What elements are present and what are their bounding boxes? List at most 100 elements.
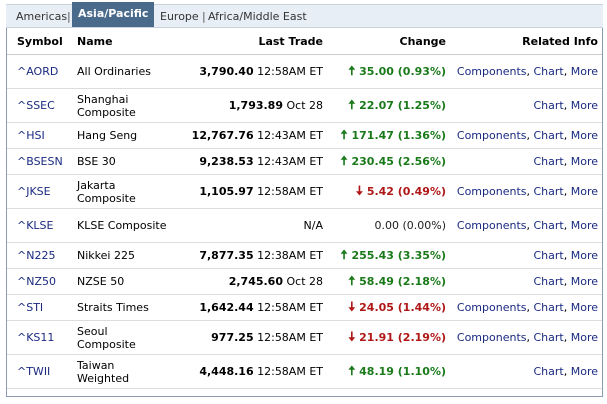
symbol-link[interactable]: ^TWII xyxy=(17,365,51,378)
symbol-link[interactable]: ^SSEC xyxy=(17,99,55,112)
price: 12,767.76 xyxy=(191,129,254,142)
symbol-link[interactable]: ^KS11 xyxy=(17,331,55,344)
link-more[interactable]: More xyxy=(570,365,598,378)
link-more[interactable]: More xyxy=(570,249,598,262)
link-more[interactable]: More xyxy=(570,331,598,344)
change: 🠅 48.19 (1.10%) xyxy=(327,354,450,389)
change-value: 35.00 (0.93%) xyxy=(359,65,446,78)
price: 1,642.44 xyxy=(199,301,254,314)
link-chart[interactable]: Chart xyxy=(533,365,564,378)
last-trade: 12,767.76 12:43AM ET xyxy=(171,122,327,149)
link-more[interactable]: More xyxy=(570,219,598,232)
trade-time: 12:58AM ET xyxy=(257,65,323,78)
header-change: Change xyxy=(327,29,450,55)
quotes-table: Symbol Name Last Trade Change Related In… xyxy=(7,29,602,389)
tab-asia-pacific[interactable]: Asia/Pacific xyxy=(72,2,155,27)
link-components[interactable]: Components xyxy=(456,301,527,314)
change-value: 22.07 (1.25%) xyxy=(359,99,446,112)
related-info: Chart, More xyxy=(450,148,602,175)
symbol-link[interactable]: ^KLSE xyxy=(17,219,54,232)
link-chart[interactable]: Chart xyxy=(533,275,564,288)
link-components[interactable]: Components xyxy=(456,331,527,344)
header-related-info: Related Info xyxy=(450,29,602,55)
arrow-up-icon: 🠅 xyxy=(348,274,356,289)
related-info: Chart, More xyxy=(450,242,602,269)
table-row: ^BSESN BSE 30 9,238.53 12:43AM ET 🠅 230.… xyxy=(7,148,602,175)
last-trade: 7,877.35 12:38AM ET xyxy=(171,242,327,269)
link-components[interactable]: Components xyxy=(456,185,527,198)
link-more[interactable]: More xyxy=(570,155,598,168)
change-value: 255.43 (3.35%) xyxy=(351,249,447,262)
trade-time: 12:43AM ET xyxy=(257,155,323,168)
link-chart[interactable]: Chart xyxy=(533,129,564,142)
link-chart[interactable]: Chart xyxy=(533,301,564,314)
link-chart[interactable]: Chart xyxy=(533,65,564,78)
change: 0.00 (0.00%) xyxy=(327,208,450,243)
symbol-link[interactable]: ^JKSE xyxy=(17,185,51,198)
change-value: 0.00 (0.00%) xyxy=(374,219,446,232)
last-trade: 1,793.89 Oct 28 xyxy=(171,88,327,123)
arrow-down-icon: 🠇 xyxy=(348,330,356,345)
link-components[interactable]: Components xyxy=(456,129,527,142)
index-name: Hang Seng xyxy=(73,122,171,149)
table-row: ^KLSE KLSE Composite N/A 0.00 (0.00%) Co… xyxy=(7,208,602,243)
price: 977.25 xyxy=(211,331,254,344)
change: 🠅 255.43 (3.35%) xyxy=(327,242,450,269)
link-chart[interactable]: Chart xyxy=(533,99,564,112)
price: 2,745.60 xyxy=(228,275,283,288)
trade-time: 12:58AM ET xyxy=(257,301,323,314)
price: 1,105.97 xyxy=(199,185,254,198)
tab-separator: | xyxy=(67,10,71,23)
symbol-link[interactable]: ^BSESN xyxy=(17,155,63,168)
tab-americas[interactable]: Americas xyxy=(16,10,68,23)
related-info: Components, Chart, More xyxy=(450,320,602,355)
related-info: Components, Chart, More xyxy=(450,174,602,209)
trade-time: 12:58AM ET xyxy=(257,365,323,378)
link-chart[interactable]: Chart xyxy=(533,219,564,232)
last-trade: 1,105.97 12:58AM ET xyxy=(171,174,327,209)
symbol-link[interactable]: ^HSI xyxy=(17,129,45,142)
link-more[interactable]: More xyxy=(570,65,598,78)
change-value: 230.45 (2.56%) xyxy=(351,155,447,168)
arrow-up-icon: 🠅 xyxy=(340,128,348,143)
link-chart[interactable]: Chart xyxy=(533,249,564,262)
header-name: Name xyxy=(73,29,171,55)
link-more[interactable]: More xyxy=(570,301,598,314)
change: 🠅 58.49 (2.18%) xyxy=(327,268,450,295)
trade-time: 12:58AM ET xyxy=(257,185,323,198)
link-components[interactable]: Components xyxy=(456,65,527,78)
change-value: 171.47 (1.36%) xyxy=(351,129,447,142)
index-name: Jakarta Composite xyxy=(73,174,171,209)
arrow-up-icon: 🠅 xyxy=(340,248,348,263)
related-info: Components, Chart, More xyxy=(450,122,602,149)
index-name: All Ordinaries xyxy=(73,54,171,89)
table-row: ^STI Straits Times 1,642.44 12:58AM ET 🠇… xyxy=(7,294,602,321)
link-more[interactable]: More xyxy=(570,129,598,142)
symbol-link[interactable]: ^AORD xyxy=(17,65,59,78)
arrow-up-icon: 🠅 xyxy=(348,64,356,79)
price: 1,793.89 xyxy=(228,99,283,112)
table-row: ^SSEC Shanghai Composite 1,793.89 Oct 28… xyxy=(7,88,602,123)
symbol-link[interactable]: ^STI xyxy=(17,301,44,314)
header-last-trade: Last Trade xyxy=(171,29,327,55)
quotes-panel xyxy=(6,4,603,397)
change: 🠅 230.45 (2.56%) xyxy=(327,148,450,175)
symbol-link[interactable]: ^N225 xyxy=(17,249,56,262)
link-components[interactable]: Components xyxy=(456,219,527,232)
arrow-down-icon: 🠇 xyxy=(355,184,363,199)
related-info: Chart, More xyxy=(450,354,602,389)
tab-separator: | xyxy=(202,10,206,23)
link-more[interactable]: More xyxy=(570,185,598,198)
link-more[interactable]: More xyxy=(570,99,598,112)
tab-europe[interactable]: Europe xyxy=(160,10,199,23)
change: 🠅 22.07 (1.25%) xyxy=(327,88,450,123)
link-chart[interactable]: Chart xyxy=(533,155,564,168)
arrow-up-icon: 🠅 xyxy=(340,154,348,169)
symbol-link[interactable]: ^NZ50 xyxy=(17,275,56,288)
index-name: Shanghai Composite xyxy=(73,88,171,123)
link-chart[interactable]: Chart xyxy=(533,185,564,198)
tab-africa-middle-east[interactable]: Africa/Middle East xyxy=(208,10,307,23)
link-more[interactable]: More xyxy=(570,275,598,288)
link-chart[interactable]: Chart xyxy=(533,331,564,344)
arrow-up-icon: 🠅 xyxy=(348,98,356,113)
